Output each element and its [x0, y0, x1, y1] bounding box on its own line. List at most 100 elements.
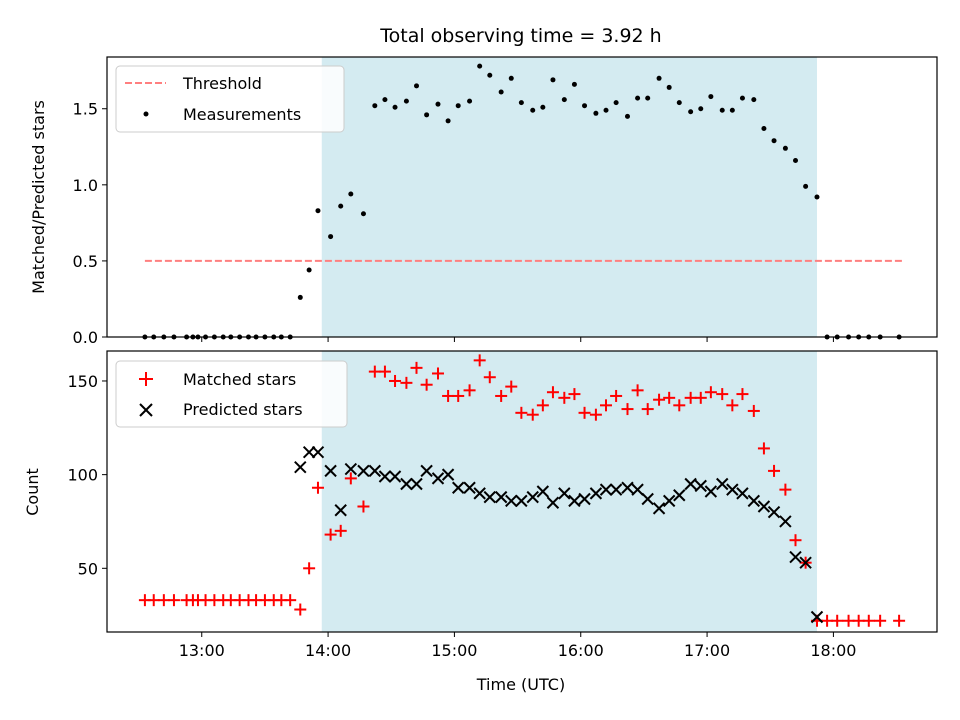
measurement-point	[698, 106, 704, 112]
measurement-point	[624, 113, 630, 119]
y-tick-label: 50	[78, 559, 98, 578]
y-tick-label: 1.0	[73, 176, 98, 195]
predicted-star-stroke-b	[779, 515, 792, 528]
predicted-star-stroke-b	[558, 487, 571, 500]
matched-star-point	[663, 391, 676, 404]
matched-star-point	[726, 399, 739, 412]
bottom-data-layer	[138, 354, 906, 627]
matched-star-point	[400, 376, 413, 389]
predicted-star-point	[463, 481, 476, 494]
predicted-star-stroke-b	[631, 483, 644, 496]
matched-star-point	[284, 594, 297, 607]
matched-star-point	[526, 408, 539, 421]
matched-star-point	[515, 406, 528, 419]
bottom-legend-box	[115, 360, 348, 428]
measurement-point	[435, 101, 441, 107]
predicted-star-stroke-b	[483, 490, 496, 504]
predicted-star-point	[578, 492, 591, 506]
predicted-star-stroke-b	[810, 610, 824, 624]
predicted-star-stroke-b	[302, 445, 316, 459]
legend-matched: Matched stars	[183, 370, 296, 389]
predicted-star-point	[334, 504, 347, 517]
predicted-star-point	[736, 487, 749, 500]
predicted-star-stroke-b	[694, 479, 707, 493]
predicted-star-point	[388, 470, 402, 483]
predicted-star-stroke-b	[294, 460, 307, 474]
predicted-star-stroke-b	[388, 470, 402, 483]
top-axes-frame	[106, 56, 938, 338]
bottom-x-ticks: 13:00 14:00 15:00 16:00 17:00 18:00	[179, 632, 856, 660]
predicted-legend-marker	[139, 403, 153, 417]
predicted-star-point	[662, 494, 676, 508]
x-tick-label: 17:00	[684, 641, 730, 660]
measurement-point	[306, 267, 312, 273]
predicted-star-point	[810, 610, 824, 624]
measurement-point	[348, 191, 354, 197]
matched-star-point	[442, 389, 455, 402]
predicted-star-stroke-b	[505, 494, 518, 508]
matched-star-point	[600, 399, 613, 412]
measurement-point	[530, 107, 536, 113]
matched-star-point	[167, 594, 180, 607]
predicted-star-stroke-b	[451, 481, 465, 494]
predicted-star-point	[441, 468, 455, 481]
measurement-point	[803, 183, 809, 189]
measurement-point	[467, 98, 473, 104]
matched-star-point	[747, 404, 760, 417]
predicted-star-stroke-b	[311, 445, 325, 459]
measurement-point	[613, 100, 619, 106]
predicted-star-stroke-b	[368, 464, 382, 478]
matched-star-point	[789, 534, 802, 547]
predicted-star-stroke-b	[736, 487, 749, 500]
measurement-point	[571, 81, 577, 87]
measurement-point	[540, 104, 546, 110]
predicted-star-stroke-b	[568, 494, 581, 508]
y-tick-label: 0.0	[73, 328, 98, 347]
measurement-point	[338, 203, 344, 209]
predicted-star-point	[609, 483, 623, 496]
matched-star-point	[368, 365, 381, 378]
measurement-point	[315, 208, 321, 214]
matched-star-point	[546, 386, 559, 399]
bottom-legend: Matched stars Predicted stars	[115, 360, 348, 428]
predicted-star-stroke-b	[410, 477, 423, 491]
matched-star-point	[389, 374, 402, 387]
predicted-star-point	[473, 487, 486, 500]
predicted-star-stroke-b	[704, 485, 718, 498]
predicted-star-stroke-b	[526, 490, 539, 504]
matched-star-point	[716, 388, 729, 401]
matched-star-point	[621, 403, 634, 416]
predicted-star-stroke-b	[684, 477, 697, 491]
predicted-star-point	[546, 496, 560, 509]
bottom-y-ticks: 50 100 150	[67, 372, 107, 578]
legend-threshold: Threshold	[182, 74, 262, 93]
measurement-point	[771, 138, 777, 144]
predicted-star-stroke-b	[378, 470, 392, 483]
predicted-star-point	[378, 470, 392, 483]
top-x-ticks	[201, 337, 834, 342]
matched-star-point	[420, 378, 433, 391]
legend-predicted: Predicted stars	[183, 400, 303, 419]
predicted-star-point	[779, 515, 792, 528]
predicted-star-stroke-b	[609, 483, 623, 496]
matched-star-point	[558, 391, 571, 404]
measurement-point	[392, 104, 398, 110]
matched-star-point	[831, 614, 844, 627]
matched-star-point	[684, 391, 697, 404]
predicted-star-point	[420, 464, 433, 478]
measurement-point	[508, 75, 514, 81]
matched-star-point	[452, 389, 465, 402]
measurement-point	[751, 97, 757, 103]
measurement-point	[761, 126, 767, 132]
matched-star-point	[147, 594, 160, 607]
predicted-star-point	[726, 483, 739, 496]
measurement-point	[328, 234, 334, 240]
predicted-star-stroke-b	[673, 489, 686, 502]
predicted-star-point	[451, 481, 465, 494]
predicted-star-point	[599, 483, 613, 496]
predicted-star-stroke-b	[463, 481, 476, 494]
bottom-axes-frame	[106, 350, 938, 633]
predicted-star-point	[568, 494, 581, 508]
matched-star-point	[757, 442, 770, 455]
matched-star-point	[495, 389, 508, 402]
